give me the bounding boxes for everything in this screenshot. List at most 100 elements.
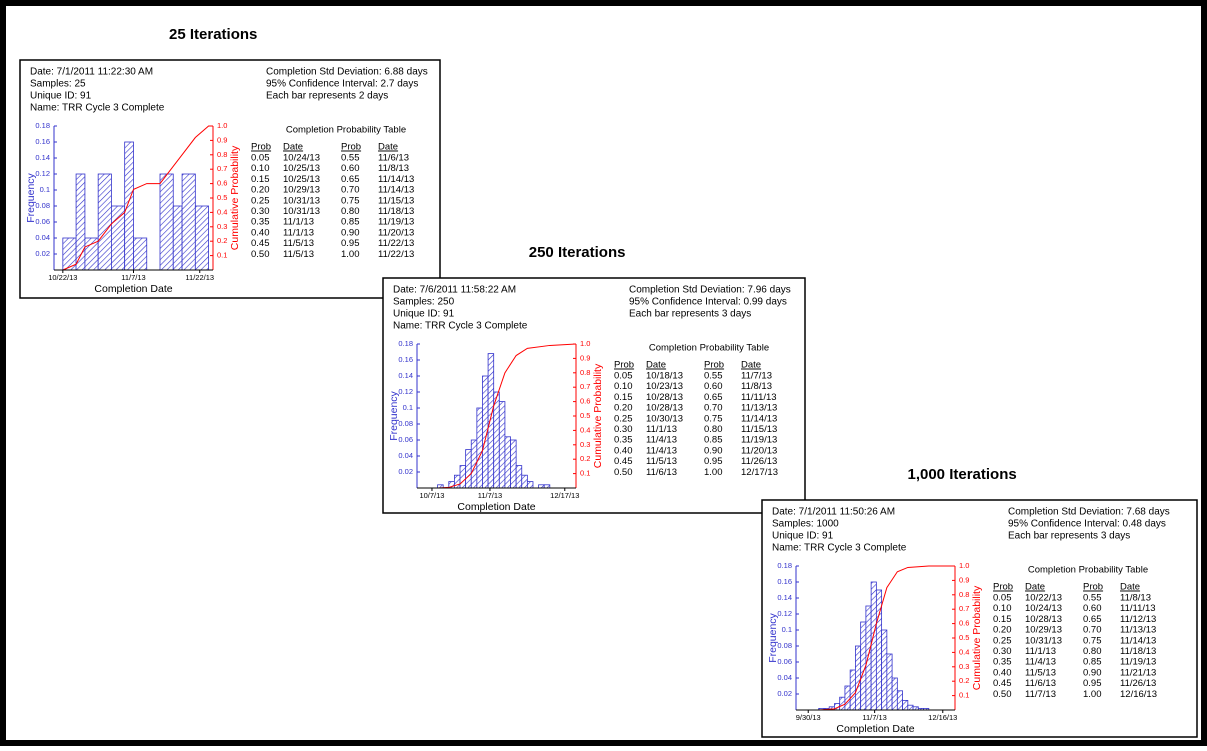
table-cell: 11/14/13: [741, 413, 777, 424]
table-cell: 11/8/13: [378, 163, 409, 174]
panel-heading: 25 Iterations: [169, 26, 257, 43]
table-cell: 11/15/13: [741, 424, 777, 435]
table-cell: 10/22/13: [1025, 593, 1062, 604]
info-line: Date: 7/1/2011 11:50:26 AM: [772, 507, 895, 518]
table-cell: 0.85: [341, 217, 360, 228]
table-cell: 11/1/13: [1025, 646, 1056, 657]
y-tick-label: 0.02: [35, 249, 50, 258]
y2-tick-label: 0.5: [217, 193, 227, 202]
bar: [172, 205, 183, 271]
table-cell: 0.35: [251, 217, 270, 228]
table-cell: 0.60: [1083, 603, 1102, 614]
y-tick-label: 0.16: [35, 137, 50, 146]
stat-line: Each bar represents 3 days: [1008, 531, 1130, 542]
y-tick-label: 0.18: [35, 121, 50, 130]
x-tick-label: 12/16/13: [928, 713, 957, 722]
x-tick-label: 11/7/13: [121, 273, 145, 282]
table-header: Prob: [1083, 582, 1103, 593]
table-cell: 11/8/13: [741, 381, 772, 392]
y-tick-label: 0.14: [35, 153, 50, 162]
y-axis-label: Frequency: [388, 390, 400, 440]
y2-tick-label: 0.2: [217, 236, 227, 245]
bar: [124, 141, 134, 271]
y2-tick-label: 0.2: [959, 676, 969, 685]
info-line: Samples: 25: [30, 79, 86, 90]
y2-tick-label: 0.6: [217, 179, 227, 188]
table-header: Prob: [614, 360, 634, 371]
y2-tick-label: 0.2: [580, 454, 590, 463]
bar: [487, 353, 495, 489]
table-title: Completion Probability Table: [1028, 565, 1148, 576]
x-tick-label: 10/7/13: [419, 491, 444, 500]
y2-axis-label: Cumulative Probability: [229, 145, 241, 250]
y2-tick-label: 0.4: [217, 207, 227, 216]
table-cell: 0.10: [614, 381, 633, 392]
table-cell: 11/13/13: [1120, 625, 1156, 636]
table-cell: 0.50: [993, 689, 1012, 700]
y2-tick-label: 0.9: [959, 575, 969, 584]
table-cell: 11/14/13: [378, 185, 414, 196]
table-cell: 0.95: [341, 238, 360, 249]
bar: [839, 696, 846, 711]
bar: [111, 205, 126, 271]
table-cell: 10/30/13: [646, 413, 683, 424]
panel-box: [761, 499, 1198, 738]
table-cell: 0.70: [704, 403, 723, 414]
table-cell: 11/7/13: [1025, 689, 1056, 700]
y2-tick-label: 0.8: [217, 150, 227, 159]
y-tick-label: 0.18: [777, 561, 792, 570]
bar: [860, 621, 867, 711]
y2-tick-label: 1.0: [217, 121, 227, 130]
y-tick-label: 0.14: [398, 371, 413, 380]
table-cell: 0.65: [1083, 614, 1102, 625]
table-cell: 11/4/13: [646, 435, 677, 446]
y-tick-label: 0.08: [777, 641, 792, 650]
y2-tick-label: 1.0: [959, 561, 969, 570]
y-tick-label: 0.08: [35, 201, 50, 210]
y-tick-label: 0.02: [777, 689, 792, 698]
bar: [515, 465, 523, 489]
table-cell: 11/4/13: [1025, 657, 1056, 668]
table-cell: 10/18/13: [646, 371, 683, 382]
y2-tick-label: 0.1: [580, 469, 590, 478]
info-line: Date: 7/6/2011 11:58:22 AM: [393, 285, 516, 296]
table-cell: 0.40: [993, 667, 1012, 678]
bar: [97, 173, 112, 271]
table-cell: 10/25/13: [283, 174, 320, 185]
table-cell: 0.10: [993, 603, 1012, 614]
y2-tick-label: 0.7: [217, 164, 227, 173]
y2-tick-label: 0.1: [959, 691, 969, 700]
y-tick-label: 0.18: [398, 339, 413, 348]
table-cell: 11/11/13: [741, 392, 777, 403]
table-cell: 0.40: [251, 227, 270, 238]
table-cell: 0.75: [341, 195, 360, 206]
table-cell: 10/29/13: [1025, 625, 1062, 636]
table-cell: 1.00: [341, 249, 360, 260]
bar: [84, 237, 99, 271]
x-tick-label: 11/7/13: [862, 713, 886, 722]
table-cell: 11/20/13: [741, 445, 777, 456]
x-axis-label: Completion Date: [836, 723, 914, 735]
table-cell: 10/28/13: [646, 392, 683, 403]
stat-line: Completion Std Deviation: 7.96 days: [629, 285, 791, 296]
table-cell: 11/6/13: [378, 153, 409, 164]
y-tick-label: 0.1: [40, 185, 50, 194]
x-tick-label: 10/22/13: [48, 273, 77, 282]
table-header: Prob: [341, 142, 361, 153]
table-cell: 0.30: [251, 206, 270, 217]
table-cell: 11/1/13: [283, 227, 314, 238]
table-cell: 0.70: [1083, 625, 1102, 636]
table-cell: 11/19/13: [378, 217, 414, 228]
table-header: Date: [1025, 582, 1045, 593]
y2-tick-label: 0.6: [959, 619, 969, 628]
table-cell: 0.65: [341, 174, 360, 185]
bar: [476, 407, 483, 489]
stat-line: Each bar represents 3 days: [629, 309, 751, 320]
panel-heading: 1,000 Iterations: [907, 466, 1016, 483]
y-tick-label: 0.12: [398, 387, 413, 396]
info-line: Samples: 1000: [772, 519, 839, 530]
table-cell: 0.45: [614, 456, 633, 467]
x-tick-label: 11/22/13: [185, 273, 214, 282]
